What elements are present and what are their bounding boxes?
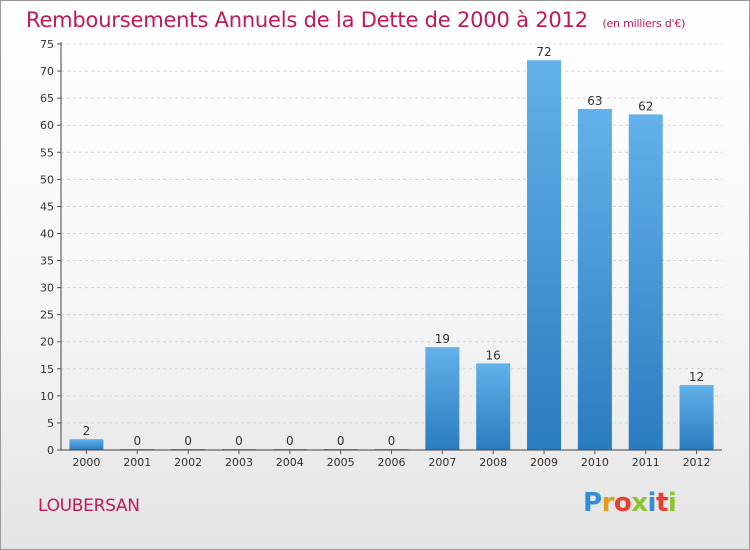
chart-subtitle: (en milliers d'€) (602, 17, 686, 30)
logo-letter: x (631, 488, 648, 518)
bar (425, 347, 460, 450)
x-tick-label: 2004 (276, 456, 304, 469)
location-label: LOUBERSAN (38, 496, 140, 516)
bar (577, 108, 612, 451)
data-label: 12 (689, 370, 704, 384)
logo-letter: r (601, 488, 615, 518)
chart-title-text: Remboursements Annuels de la Dette de 20… (26, 8, 588, 32)
x-tick-label: 2001 (123, 456, 151, 469)
logo-letter: P (583, 488, 602, 518)
x-tick-label: 2000 (72, 456, 100, 469)
bar (69, 439, 104, 450)
x-tick-label: 2008 (479, 456, 507, 469)
y-tick-label: 0 (47, 444, 54, 457)
y-tick-label: 75 (40, 38, 54, 51)
y-tick-label: 35 (40, 255, 54, 268)
data-label: 72 (536, 45, 551, 59)
data-label: 16 (486, 348, 501, 362)
bar (679, 385, 714, 450)
x-tick-label: 2003 (225, 456, 253, 469)
data-label: 62 (638, 99, 653, 113)
y-tick-label: 60 (40, 119, 54, 132)
data-label: 0 (388, 434, 396, 448)
data-label: 19 (435, 332, 450, 346)
logo-letter: i (667, 488, 677, 518)
bar (527, 60, 562, 451)
x-tick-label: 2009 (530, 456, 558, 469)
y-tick-label: 30 (40, 282, 54, 295)
data-label: 0 (133, 434, 141, 448)
logo-letter: i (647, 488, 657, 518)
x-tick-label: 2002 (174, 456, 202, 469)
y-tick-label: 50 (40, 173, 54, 186)
bar (628, 114, 663, 450)
x-tick-label: 2007 (428, 456, 456, 469)
labels-group: 2 0 0 0 0 0 0 19 16 72 63 62 12 (83, 45, 705, 448)
y-tick-label: 15 (40, 363, 54, 376)
y-tick-label: 55 (40, 146, 54, 159)
y-tick-label: 65 (40, 92, 54, 105)
chart-title: Remboursements Annuels de la Dette de 20… (26, 8, 685, 32)
data-label: 0 (286, 434, 294, 448)
data-label: 0 (337, 434, 345, 448)
data-label: 63 (587, 94, 602, 108)
y-tick-label: 70 (40, 65, 54, 78)
y-tick-label: 20 (40, 336, 54, 349)
logo-letter: o (613, 488, 632, 518)
proxiti-logo: Proxiti (583, 488, 677, 518)
logo-letter: t (655, 488, 668, 518)
y-tick-label: 45 (40, 200, 54, 213)
y-tick-label: 40 (40, 227, 54, 240)
data-label: 2 (83, 424, 91, 438)
y-tick-label: 5 (47, 417, 54, 430)
data-label: 0 (184, 434, 192, 448)
bars-group (69, 60, 714, 451)
data-label: 0 (235, 434, 243, 448)
y-tick-label: 10 (40, 390, 54, 403)
y-tick-label: 25 (40, 309, 54, 322)
x-tick-label: 2012 (683, 456, 711, 469)
x-tick-label: 2011 (632, 456, 660, 469)
grid-lines (61, 43, 722, 451)
x-tick-label: 2006 (378, 456, 406, 469)
bar (476, 363, 511, 450)
x-tick-label: 2010 (581, 456, 609, 469)
x-tick-label: 2005 (327, 456, 355, 469)
